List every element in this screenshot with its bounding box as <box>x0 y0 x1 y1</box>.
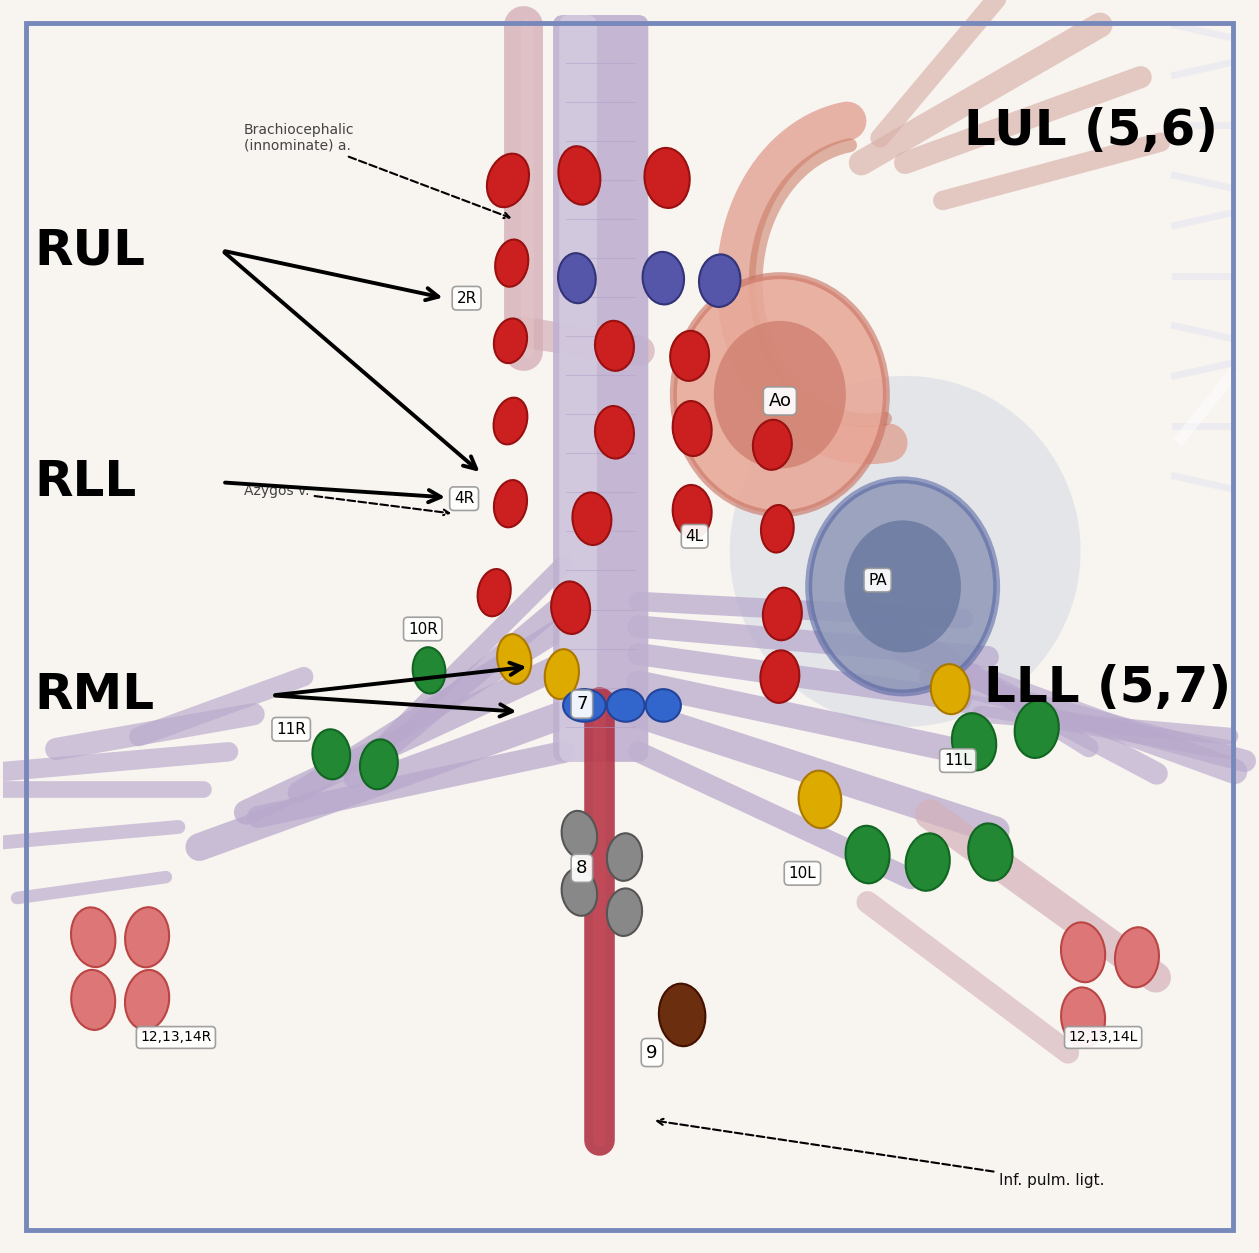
Ellipse shape <box>413 648 446 693</box>
Ellipse shape <box>71 907 116 967</box>
Text: 7: 7 <box>577 695 588 713</box>
Ellipse shape <box>497 634 531 684</box>
Text: RLL: RLL <box>34 459 136 506</box>
Ellipse shape <box>905 833 949 891</box>
Text: RUL: RUL <box>34 227 145 274</box>
Text: LLL (5,7): LLL (5,7) <box>983 664 1231 712</box>
Ellipse shape <box>573 492 612 545</box>
Ellipse shape <box>674 276 886 514</box>
Text: Azygos v.: Azygos v. <box>243 484 449 515</box>
Ellipse shape <box>559 147 601 204</box>
Ellipse shape <box>312 729 350 779</box>
Text: PA: PA <box>869 573 886 588</box>
Text: Ao: Ao <box>768 392 792 410</box>
Ellipse shape <box>477 569 511 616</box>
Text: RML: RML <box>34 672 155 719</box>
Ellipse shape <box>672 485 711 538</box>
Ellipse shape <box>1115 927 1160 987</box>
Ellipse shape <box>763 588 802 640</box>
Ellipse shape <box>125 970 169 1030</box>
Ellipse shape <box>714 321 846 469</box>
Ellipse shape <box>672 401 711 456</box>
Ellipse shape <box>562 811 597 858</box>
Ellipse shape <box>699 254 740 307</box>
Ellipse shape <box>125 907 169 967</box>
Text: 11R: 11R <box>276 722 306 737</box>
Text: 9: 9 <box>646 1044 657 1061</box>
Ellipse shape <box>658 984 705 1046</box>
Ellipse shape <box>558 253 596 303</box>
Text: LUL (5,6): LUL (5,6) <box>964 107 1219 154</box>
Ellipse shape <box>798 771 841 828</box>
Text: 10L: 10L <box>788 866 816 881</box>
Ellipse shape <box>952 713 996 771</box>
Ellipse shape <box>1061 987 1105 1048</box>
Ellipse shape <box>545 649 579 699</box>
Ellipse shape <box>563 689 606 722</box>
Ellipse shape <box>1061 922 1105 982</box>
Ellipse shape <box>495 239 529 287</box>
Text: 12,13,14L: 12,13,14L <box>1069 1030 1138 1045</box>
Ellipse shape <box>360 739 398 789</box>
Text: 12,13,14R: 12,13,14R <box>140 1030 212 1045</box>
Ellipse shape <box>494 397 528 445</box>
Ellipse shape <box>730 376 1080 727</box>
Ellipse shape <box>930 664 969 714</box>
Text: 2R: 2R <box>457 291 477 306</box>
Ellipse shape <box>760 650 799 703</box>
FancyBboxPatch shape <box>553 15 648 762</box>
Ellipse shape <box>760 505 793 553</box>
Ellipse shape <box>72 970 116 1030</box>
Ellipse shape <box>596 321 635 371</box>
Text: Brachiocephalic
(innominate) a.: Brachiocephalic (innominate) a. <box>243 123 510 218</box>
Ellipse shape <box>845 520 961 653</box>
Ellipse shape <box>808 480 997 693</box>
Ellipse shape <box>645 148 690 208</box>
Ellipse shape <box>596 406 635 459</box>
Ellipse shape <box>670 331 709 381</box>
Ellipse shape <box>968 823 1012 881</box>
Text: Inf. pulm. ligt.: Inf. pulm. ligt. <box>657 1119 1104 1188</box>
Ellipse shape <box>494 318 528 363</box>
Ellipse shape <box>551 581 590 634</box>
Ellipse shape <box>846 826 890 883</box>
Text: 10R: 10R <box>408 621 438 637</box>
Text: 4L: 4L <box>686 529 704 544</box>
Text: 11L: 11L <box>944 753 972 768</box>
FancyBboxPatch shape <box>559 15 597 762</box>
Ellipse shape <box>753 420 792 470</box>
Ellipse shape <box>487 154 529 207</box>
Ellipse shape <box>562 868 597 916</box>
Ellipse shape <box>642 252 684 304</box>
Text: 8: 8 <box>577 860 588 877</box>
Ellipse shape <box>494 480 528 528</box>
Ellipse shape <box>607 833 642 881</box>
Ellipse shape <box>607 689 645 722</box>
Text: 4R: 4R <box>454 491 475 506</box>
Ellipse shape <box>646 689 681 722</box>
Ellipse shape <box>607 888 642 936</box>
Ellipse shape <box>1015 700 1059 758</box>
